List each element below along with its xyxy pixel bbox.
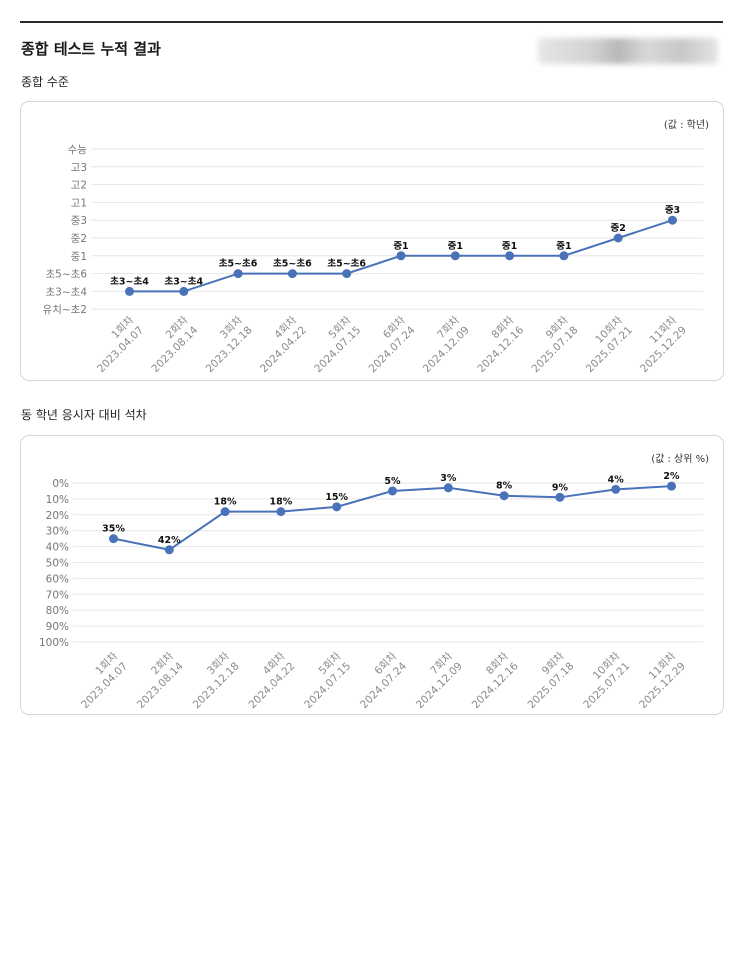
y-tick-label: 고2 [71,180,87,192]
y-tick-label: 0% [52,478,69,490]
y-tick-label: 90% [46,621,69,633]
data-label: 8% [496,481,513,492]
data-label: 5% [384,476,401,487]
data-label: 초3~초4 [110,275,149,287]
data-label: 18% [214,497,237,508]
data-label: 35% [102,524,125,535]
data-label: 중2 [611,223,626,234]
data-point [443,483,453,493]
y-tick-label: 10% [46,494,69,506]
y-tick-label: 60% [46,573,69,585]
page-title: 종합 테스트 누적 결과 [21,40,161,58]
rank-line-chart: 0% 10% 20% 30% 40% 50% 60% 70% 80% 90% 100% 35% 42% 1… [39,471,703,711]
data-point [505,251,515,261]
y-tick-label: 40% [46,542,69,554]
data-point [220,507,230,517]
y-tick-label: 100% [39,637,69,649]
data-point [668,215,677,225]
rank-value-note: (값 : 상위 %) [651,454,709,465]
data-point [287,269,297,279]
data-point [125,286,134,296]
y-tick-label: 유치~초2 [43,304,87,316]
data-point [611,484,621,494]
data-point [179,286,189,296]
y-tick-label: 50% [46,558,69,570]
data-point [164,545,174,555]
y-tick-label: 고1 [71,197,87,209]
data-point [388,486,397,496]
data-point [559,251,569,261]
data-label: 중1 [556,241,571,252]
section-title-level: 종합 수준 [21,75,69,89]
data-point [233,269,243,279]
data-label: 9% [552,482,569,493]
y-tick-label: 70% [46,589,69,601]
section-title-rank: 동 학년 응시자 대비 석차 [21,408,147,422]
y-tick-label: 20% [46,510,69,522]
data-label: 초5~초6 [273,258,312,270]
level-value-note: (값 : 학년) [663,120,709,131]
data-point [667,481,676,491]
data-label: 15% [325,492,348,503]
data-point [332,502,342,512]
data-label: 3% [440,473,457,484]
data-label: 4% [608,474,625,485]
y-tick-label: 초3~초4 [46,286,88,298]
data-label: 초5~초6 [219,258,258,270]
data-point [613,233,623,243]
data-label: 42% [158,535,181,546]
y-tick-label: 중3 [71,215,87,227]
y-tick-label: 중2 [71,233,87,245]
rank-chart-card: (값 : 상위 %) 0% 10% 20% 30% 40% 50% 60% 70% 80% 90%… [20,435,724,715]
data-label: 중1 [502,241,517,252]
data-label: 초5~초6 [327,258,366,270]
y-tick-label: 중1 [71,251,87,263]
y-tick-label: 초5~초6 [46,269,88,281]
y-tick-label: 30% [46,526,69,538]
data-label: 초3~초4 [164,275,203,287]
series-line [113,485,672,551]
data-label: 중1 [393,241,408,252]
data-label: 18% [270,497,293,508]
data-point [342,269,352,279]
data-point [555,492,565,502]
y-tick-label: 80% [46,605,69,617]
data-label: 2% [663,471,680,482]
data-label: 중1 [448,241,463,252]
data-label: 중3 [665,205,680,216]
data-point [109,534,118,544]
y-tick-label: 고3 [71,162,87,174]
data-point [450,251,460,261]
redacted-name [538,38,718,64]
data-point [499,491,509,501]
top-divider [20,21,723,23]
data-point [276,507,286,517]
y-tick-label: 수능 [68,144,88,156]
data-point [396,251,406,261]
